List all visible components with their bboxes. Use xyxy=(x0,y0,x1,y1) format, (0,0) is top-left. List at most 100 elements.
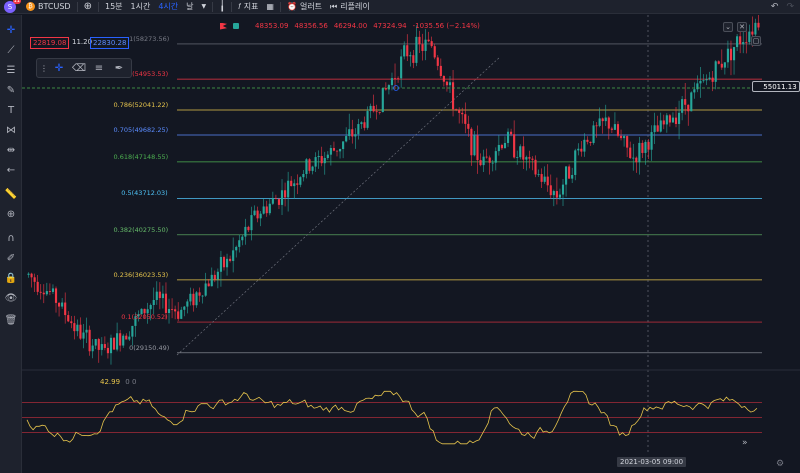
gear-icon[interactable]: ⚙ xyxy=(776,459,785,469)
undo-icon[interactable]: ↶ xyxy=(770,1,779,12)
candle xyxy=(681,95,684,121)
trash-icon[interactable]: 🗑 xyxy=(4,314,18,326)
candle xyxy=(494,147,497,171)
price-chart-canvas[interactable] xyxy=(22,15,800,473)
candle-body xyxy=(510,131,513,135)
lock-icon[interactable]: 🔒 xyxy=(4,272,18,284)
close-button[interactable]: ✕ xyxy=(737,22,747,32)
candle-body xyxy=(574,150,577,175)
bid-price-box[interactable]: 22819.08 xyxy=(30,37,70,49)
candle xyxy=(369,103,372,119)
eye-icon[interactable]: 👁 xyxy=(4,292,18,304)
candle-body xyxy=(619,135,623,139)
flag-icon xyxy=(220,22,227,30)
lock-pencil-icon[interactable]: ✐ xyxy=(6,252,16,264)
interval-1d[interactable]: 날 xyxy=(186,2,194,11)
horizontal-lines-icon[interactable]: ☰ xyxy=(6,64,16,76)
candle-body xyxy=(140,308,143,315)
candle-body xyxy=(271,198,274,204)
candle-body xyxy=(366,111,369,128)
candle-body xyxy=(720,63,723,68)
candle-body xyxy=(742,42,745,45)
indicators-button[interactable]: 𝑓 지표 xyxy=(234,0,262,14)
drag-handle-icon[interactable]: ⋮ xyxy=(40,63,48,73)
candle xyxy=(274,194,277,200)
candle-body xyxy=(699,80,702,84)
interval-15m[interactable]: 15분 xyxy=(104,2,123,11)
alarm-clock-icon: ⏰ xyxy=(286,2,297,11)
scroll-to-end-icon[interactable]: » xyxy=(742,438,748,448)
candle xyxy=(616,121,620,138)
magnet-icon[interactable]: ∩ xyxy=(7,232,15,244)
interval-4h[interactable]: 4시간 xyxy=(158,2,179,11)
redo-icon[interactable]: ↷ xyxy=(786,1,794,12)
last-price-tag: 55011.13 xyxy=(752,81,800,92)
pattern-icon[interactable]: ⋈ xyxy=(6,124,16,136)
candle xyxy=(677,100,681,140)
candle-body xyxy=(164,293,168,313)
candle xyxy=(491,159,494,172)
symbol-selector[interactable]: ₿ BTCUSD xyxy=(22,0,75,14)
candle-body xyxy=(519,146,522,158)
crosshair-icon[interactable]: ✛ xyxy=(6,24,16,36)
text-tool-icon[interactable]: T xyxy=(7,104,15,116)
candle xyxy=(207,279,210,287)
candle-body xyxy=(470,128,473,156)
candle xyxy=(73,315,76,340)
candle-body xyxy=(256,210,259,219)
crosshair-tool-icon[interactable]: ✛ xyxy=(54,62,64,74)
layout-icon[interactable]: ▦ xyxy=(266,2,274,11)
candle xyxy=(302,170,305,182)
candle-style-icon[interactable]: ╽ xyxy=(219,1,226,12)
fib-level-label: 0.5(43712.03) xyxy=(121,189,168,198)
replay-button[interactable]: ⏮ 리플레이 xyxy=(326,0,374,14)
candle xyxy=(757,15,760,31)
candle-body xyxy=(461,112,464,115)
collapse-button[interactable]: ⌄ xyxy=(723,22,733,32)
back-arrow-icon[interactable]: ← xyxy=(6,164,16,176)
rsi-legend: 42.99 0 0 xyxy=(100,378,136,386)
candle xyxy=(241,235,244,246)
candle xyxy=(580,141,583,157)
candle-body xyxy=(54,288,58,303)
candle-body xyxy=(482,156,485,166)
ask-price-box[interactable]: 22830.28 xyxy=(90,37,130,49)
pen-icon[interactable]: ✒ xyxy=(114,62,124,74)
candle xyxy=(119,329,122,352)
rsi-extra-values: 0 0 xyxy=(125,378,137,386)
add-symbol-button[interactable]: ⊕ xyxy=(83,1,92,12)
candle-body xyxy=(677,112,681,124)
zoom-in-icon[interactable]: ⊕ xyxy=(6,208,16,220)
brush-icon[interactable]: ✎ xyxy=(6,84,16,96)
candle-body xyxy=(613,124,616,130)
candle xyxy=(146,302,149,324)
candle xyxy=(256,206,259,223)
interval-1h[interactable]: 1시간 xyxy=(130,2,151,11)
fib-level-label: 0.1(32050.52) xyxy=(121,313,168,322)
candle xyxy=(451,70,455,117)
user-avatar[interactable]: S 11 xyxy=(4,0,21,13)
alert-button[interactable]: ⏰ 얼러트 xyxy=(283,0,326,14)
fib-level-label: 0.786(52041.22) xyxy=(113,101,169,110)
ruler-icon[interactable]: 📏 xyxy=(4,188,18,200)
eraser-icon[interactable]: ⌫ xyxy=(71,62,87,74)
fib-tool-icon[interactable]: ⇹ xyxy=(6,144,16,156)
maximize-button[interactable]: ▢ xyxy=(751,36,761,46)
candle-body xyxy=(247,226,250,231)
candle-body xyxy=(36,281,39,292)
candle xyxy=(540,168,543,189)
fib-diagonal-trendline xyxy=(176,56,501,356)
ohlc-legend: 48353.09 48356.56 46294.00 47324.94 -103… xyxy=(220,22,480,30)
candle xyxy=(109,334,113,365)
candle xyxy=(219,250,223,287)
interval-dropdown-chevron-icon[interactable]: ▼ xyxy=(201,3,207,10)
candle-body xyxy=(326,154,329,158)
fib-levels-icon[interactable]: ≡ xyxy=(94,62,104,74)
trend-line-icon[interactable]: ⟋ xyxy=(7,44,15,56)
candle xyxy=(736,33,739,51)
candle-body xyxy=(684,99,687,105)
chart-area[interactable]: 1(58273.56) 0.886(54953.53) 0.786(52041.22… xyxy=(22,15,800,473)
candle-body xyxy=(641,142,644,153)
replay-label: 리플레이 xyxy=(340,2,370,11)
candle-body xyxy=(445,81,449,86)
